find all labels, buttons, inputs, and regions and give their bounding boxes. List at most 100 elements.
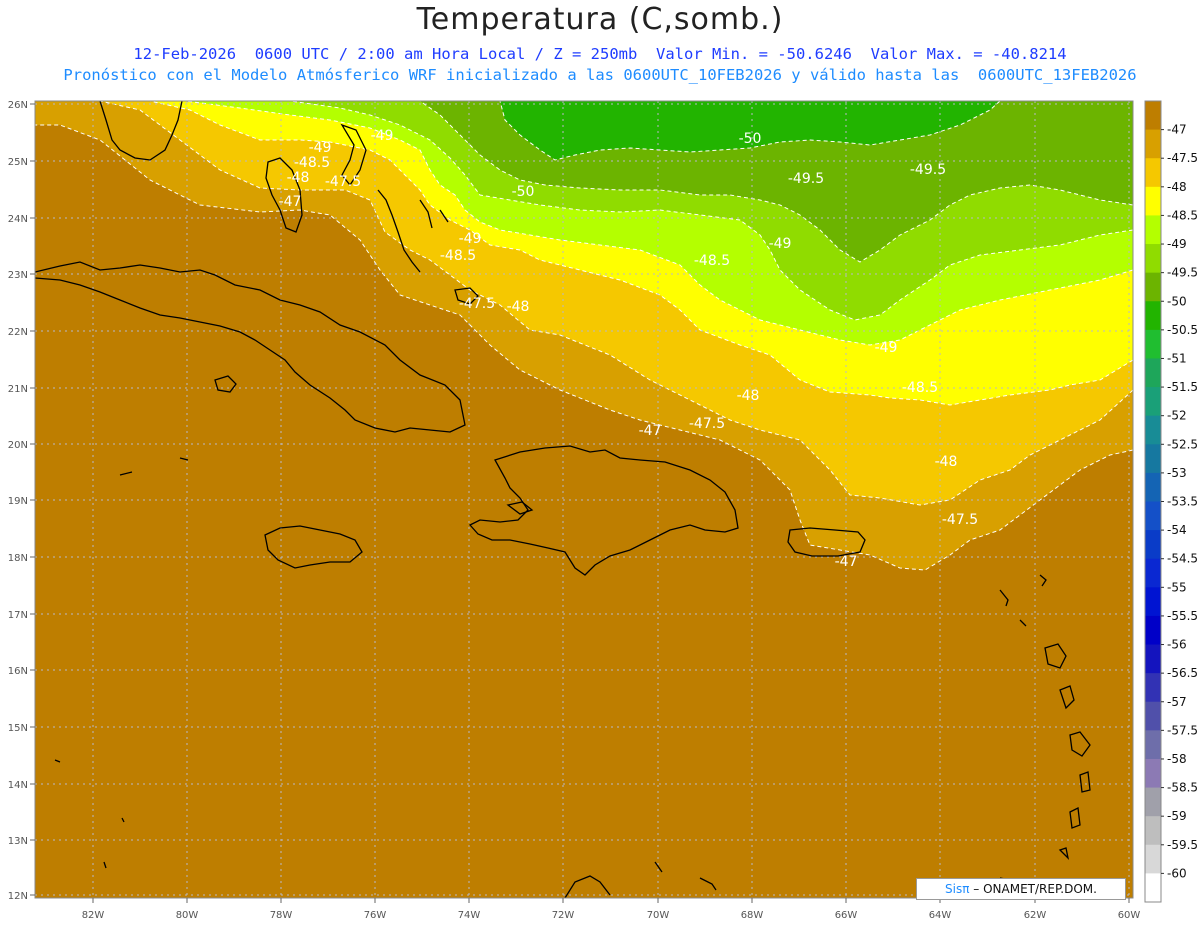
colorbar-label: -54 [1167,523,1187,537]
colorbar-swatch [1145,101,1161,131]
colorbar-label: -52 [1167,409,1187,423]
lon-tick-label: 68W [741,910,764,921]
lon-tick-label: 80W [176,910,199,921]
sispi-logo: Sisπ [945,882,970,896]
lon-tick-label: 76W [364,910,387,921]
colorbar-label: -57.5 [1167,723,1198,737]
colorbar-label: -53.5 [1167,495,1198,509]
contour-label: -47 [835,554,858,570]
colorbar: -47 -47.5 -48 -48.5 -49 -49.5 -50 -50.5 -51 -51.5… [1144,100,1198,903]
lat-tick-label: 17N [8,610,28,621]
field-band-minus50-5 [500,101,1000,160]
colorbar-label: -55 [1167,580,1187,594]
contour-label: -48.5 [694,253,730,269]
lon-tick-label: 62W [1024,910,1047,921]
colorbar-swatch [1145,387,1161,417]
colorbar-swatch [1145,615,1161,646]
colorbar-swatch [1145,816,1161,846]
coast-florida [99,101,183,161]
coast-jamaica [264,525,363,569]
lat-tick-label: 18N [8,553,28,564]
colorbar-label: -48 [1167,180,1187,194]
colorbar-swatch [1145,129,1161,159]
contour-label: -49 [459,231,482,247]
colorbar-label: -50.5 [1167,323,1198,337]
colorbar-swatch [1145,844,1161,874]
colorbar-label: -58 [1167,752,1187,766]
colorbar-swatch [1145,215,1161,245]
subtitle-valid-time: 12-Feb-2026 0600 UTC / 2:00 am Hora Loca… [133,45,1067,63]
contour-label: -50 [739,131,762,147]
subtitle-model-info: Pronóstico con el Modelo Atmósferico WRF… [63,66,1137,84]
colorbar-label: -52.5 [1167,437,1198,451]
lat-tick-label: 14N [8,780,28,791]
contour-label: -47 [639,423,662,439]
colorbar-swatch [1145,758,1161,789]
colorbar-swatch [1145,787,1161,817]
colorbar-label: -49.5 [1167,266,1198,280]
coast-bahamas-great-inagua [454,287,479,305]
lon-tick-label: 60W [1118,910,1141,921]
colorbar-label: -56.5 [1167,666,1198,680]
contour-label: -49 [309,140,332,156]
contour-label: -47.5 [942,512,978,528]
contour-label: -48 [737,388,760,404]
colorbar-label: -55.5 [1167,609,1198,623]
colorbar-swatch [1145,415,1161,445]
colorbar-swatch [1145,329,1161,359]
longitude-axis: 82W 80W 78W 76W 74W 72W 70W 68W 66W 64W 62W 60W [82,898,1141,921]
colorbar-label: -59.5 [1167,838,1198,852]
contour-label: -49 [875,340,898,356]
contour-label: -47.5 [689,416,725,432]
lon-tick-label: 70W [647,910,670,921]
contour-lines [35,101,1133,571]
colorbar-swatch [1145,158,1161,188]
lon-tick-label: 82W [82,910,105,921]
colorbar-label: -57 [1167,695,1187,709]
colorbar-swatch [1145,730,1161,760]
map-title: Temperatura (C,somb.) [416,2,784,37]
colorbar-label: -50 [1167,294,1187,308]
lon-tick-label: 64W [929,910,952,921]
contour-label: -47.5 [459,296,495,312]
lat-tick-label: 24N [8,214,28,225]
colorbar-swatch [1145,701,1161,731]
coast-gonave [506,501,534,515]
lat-tick-label: 19N [8,496,28,507]
coast-isla-juventud [214,375,237,393]
credit-text: – ONAMET/REP.DOM. [973,882,1097,896]
contour-label: -47 [279,194,302,210]
contour-label: -48 [287,170,310,186]
colorbar-label: -53 [1167,466,1187,480]
latitude-axis: 26N 25N 24N 23N 22N 21N 20N 19N 18N 17N 16N 15N 14N 1… [8,100,35,902]
coast-south-america [564,861,1011,898]
colorbar-label: -58.5 [1167,781,1198,795]
lat-tick-label: 13N [8,836,28,847]
lon-tick-label: 72W [552,910,575,921]
lon-tick-label: 78W [270,910,293,921]
colorbar-swatch [1145,472,1161,502]
colorbar-label: -49 [1167,237,1187,251]
coast-hispaniola [468,445,739,576]
colorbar-label: -47.5 [1167,151,1198,165]
colorbar-label: -60 [1167,866,1187,880]
lat-tick-label: 26N [8,100,28,111]
lat-tick-label: 22N [8,327,28,338]
lon-tick-label: 74W [458,910,481,921]
contour-label: -47.5 [325,174,361,190]
colorbar-swatch [1145,644,1161,674]
lat-tick-label: 21N [8,384,28,395]
contour-label: -48.5 [902,380,938,396]
colorbar-label: -51 [1167,351,1187,365]
colorbar-swatch [1145,530,1161,560]
coast-cuba [35,261,466,433]
coast-cayman [54,457,189,869]
contour-label: -48.5 [440,248,476,264]
contour-label: -48 [935,454,958,470]
colorbar-label: -59 [1167,809,1187,823]
coastlines [35,101,1091,898]
contour-label: -50 [512,184,535,200]
graticule [35,101,1133,898]
colorbar-label: -48.5 [1167,208,1198,222]
